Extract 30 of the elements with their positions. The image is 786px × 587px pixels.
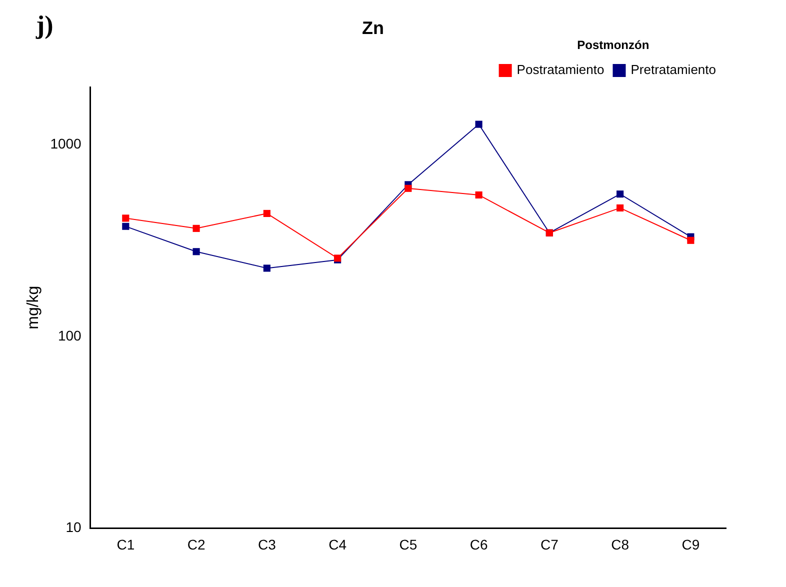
legend-label: Postratamiento [516,62,604,78]
x-tick-label: C8 [611,536,630,552]
x-tick-label: C3 [258,536,276,552]
point [192,224,200,232]
point [192,248,200,256]
point [475,191,482,198]
y-tick-label: 100 [58,327,82,344]
x-tick-label: C1 [116,536,135,552]
point [122,222,130,230]
x-tick-label: C2 [187,536,206,552]
point [404,184,412,192]
legend-title: Postmonzón [577,38,650,52]
x-tick-label: C5 [399,536,418,552]
x-tick-label: C9 [682,536,700,552]
point [122,214,130,222]
text: j) [35,10,54,40]
point [616,190,624,198]
chart-title: Zn [362,18,384,38]
x-tick-label: C4 [328,536,347,552]
y-tick-label: 10 [66,519,82,536]
legend-label: Pretratamiento [630,62,716,78]
point [263,210,270,217]
x-tick-label: C6 [470,536,488,552]
y-tick-label: 1000 [50,136,82,152]
x-tick-label: C7 [540,536,559,552]
y-axis-title: mg/kg [25,286,42,330]
point [475,120,482,128]
point [263,264,270,272]
point [687,236,694,244]
point [616,204,624,212]
